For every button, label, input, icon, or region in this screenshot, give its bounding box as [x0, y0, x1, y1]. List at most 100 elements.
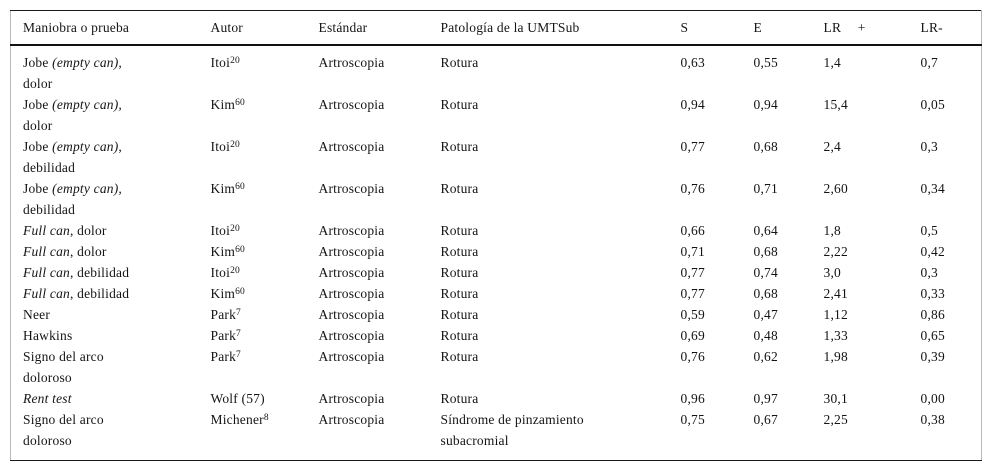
table-row: Jobe (empty can), dolor Itoi20 Artroscopia R… — [11, 45, 982, 94]
cell-lr_plus: 2,22 — [823, 244, 848, 259]
column-header-estandar: Estándar — [318, 10, 441, 46]
cell-e: 0,47 — [753, 307, 778, 322]
column-header-patologia: Patología de la UMTSub — [440, 10, 681, 46]
maniobra-segment: Signo del arco — [23, 349, 104, 364]
cell-s: 0,77 — [680, 139, 705, 154]
reference-superscript: 7 — [236, 329, 241, 339]
cell-autor: Itoi20 — [211, 45, 319, 94]
cell-maniobra: Jobe (empty can), debilidad — [11, 178, 211, 220]
diagnostic-accuracy-table: Maniobra o prueba Autor Estándar Patolog… — [10, 10, 982, 461]
cell-estandar: Artroscopia — [318, 286, 385, 301]
author-name: Itoi — [210, 265, 231, 280]
cell-lr_plus: 1,12 — [823, 307, 848, 322]
cell-s: 0,69 — [680, 328, 705, 343]
cell-estandar: Artroscopia — [318, 328, 385, 343]
table-row: Rent test Wolf (57) Artroscopia Rotura 0,96 0… — [11, 388, 982, 409]
column-header-lr-plus: LR + — [823, 10, 921, 46]
cell-maniobra: Neer — [11, 304, 211, 325]
author-name: Park — [210, 349, 237, 364]
author-name: Itoi — [210, 139, 231, 154]
table-row: Hawkins Park7 Artroscopia Rotura 0,69 0,48 1,3… — [11, 325, 982, 346]
cell-lr_minus: 0,3 — [920, 265, 938, 280]
cell-s: 0,77 — [680, 265, 705, 280]
cell-e: 0,64 — [753, 223, 778, 238]
cell-e: 0,74 — [753, 265, 778, 280]
cell-patologia: Rotura — [440, 244, 479, 259]
cell-maniobra: Jobe (empty can), debilidad — [11, 136, 211, 178]
maniobra-segment: Jobe — [23, 181, 53, 196]
table-row: Jobe (empty can), debilidad Kim60 Artroscop… — [11, 178, 982, 220]
maniobra-segment: debilidad — [23, 202, 76, 217]
cell-e: 0,48 — [753, 328, 778, 343]
cell-lr_plus: 1,98 — [823, 349, 848, 364]
maniobra-segment: Jobe — [23, 55, 53, 70]
reference-superscript: 7 — [236, 308, 241, 318]
cell-s: 0,63 — [680, 55, 705, 70]
cell-lr_plus: 2,41 — [823, 286, 848, 301]
cell-patologia: Síndrome de pinzamiento subacromial — [440, 412, 584, 448]
cell-s: 0,96 — [680, 391, 705, 406]
cell-lr_plus: 1,33 — [823, 328, 848, 343]
maniobra-segment: , dolor — [69, 244, 107, 259]
table-row: Full can, dolor Itoi20 Artroscopia Rotura 0,… — [11, 220, 982, 241]
cell-estandar: Artroscopia — [318, 181, 385, 196]
cell-e: 0,68 — [753, 139, 778, 154]
cell-lr_minus: 0,38 — [920, 412, 945, 427]
cell-s: 0,77 — [680, 286, 705, 301]
column-header-autor: Autor — [210, 10, 319, 46]
reference-superscript: 20 — [230, 56, 240, 66]
cell-s: 0,71 — [680, 244, 705, 259]
cell-maniobra: Hawkins — [11, 325, 211, 346]
maniobra-segment: Hawkins — [23, 328, 73, 343]
author-name: Kim — [210, 244, 236, 259]
cell-autor: Itoi20 — [211, 262, 319, 283]
cell-estandar: Artroscopia — [318, 139, 385, 154]
cell-estandar: Artroscopia — [318, 97, 385, 112]
maniobra-segment-italic: Full can — [23, 286, 70, 301]
reference-superscript: 20 — [230, 140, 240, 150]
cell-estandar: Artroscopia — [318, 412, 385, 427]
maniobra-segment: doloroso — [23, 433, 72, 448]
cell-maniobra: Full can, debilidad — [11, 262, 211, 283]
cell-autor: Park7 — [211, 346, 319, 388]
reference-superscript: 7 — [236, 350, 241, 360]
table-row: Neer Park7 Artroscopia Rotura 0,59 0,47 1,12 0,… — [11, 304, 982, 325]
table-row: Jobe (empty can), debilidad Itoi20 Artrosco… — [11, 136, 982, 178]
cell-s: 0,94 — [680, 97, 705, 112]
cell-lr_minus: 0,7 — [920, 55, 938, 70]
cell-autor: Itoi20 — [211, 136, 319, 178]
cell-lr_minus: 0,34 — [920, 181, 945, 196]
cell-autor: Kim60 — [211, 94, 319, 136]
cell-e: 0,68 — [753, 244, 778, 259]
header-row: Maniobra o prueba Autor Estándar Patolog… — [10, 10, 982, 46]
cell-s: 0,76 — [680, 181, 705, 196]
cell-s: 0,66 — [680, 223, 705, 238]
cell-patologia: Rotura — [440, 55, 479, 70]
maniobra-segment-italic: (empty can), — [52, 97, 122, 112]
maniobra-segment: , debilidad — [69, 286, 130, 301]
cell-patologia: Rotura — [440, 328, 479, 343]
maniobra-segment: Jobe — [23, 97, 53, 112]
cell-lr_minus: 0,42 — [920, 244, 945, 259]
cell-e: 0,67 — [753, 412, 778, 427]
cell-e: 0,62 — [753, 349, 778, 364]
maniobra-segment-italic: (empty can), — [52, 55, 122, 70]
maniobra-segment: dolor — [23, 76, 53, 91]
cell-maniobra: Signo del arco doloroso — [11, 409, 211, 461]
cell-lr_plus: 2,4 — [823, 139, 841, 154]
maniobra-segment: Jobe — [23, 139, 53, 154]
cell-lr_plus: 1,4 — [823, 55, 841, 70]
cell-lr_plus: 30,1 — [823, 391, 848, 406]
cell-lr_minus: 0,33 — [920, 286, 945, 301]
maniobra-segment-italic: (empty can), — [52, 181, 122, 196]
cell-e: 0,68 — [753, 286, 778, 301]
maniobra-segment: Signo del arco — [23, 412, 104, 427]
reference-superscript: 20 — [230, 266, 240, 276]
author-name: Itoi — [210, 223, 231, 238]
column-header-maniobra: Maniobra o prueba — [10, 10, 211, 46]
maniobra-segment-italic: (empty can), — [52, 139, 122, 154]
cell-maniobra: Full can, dolor — [11, 241, 211, 262]
maniobra-segment: dolor — [23, 118, 53, 133]
table-header: Maniobra o prueba Autor Estándar Patolog… — [10, 10, 982, 46]
cell-patologia: Rotura — [440, 349, 479, 364]
